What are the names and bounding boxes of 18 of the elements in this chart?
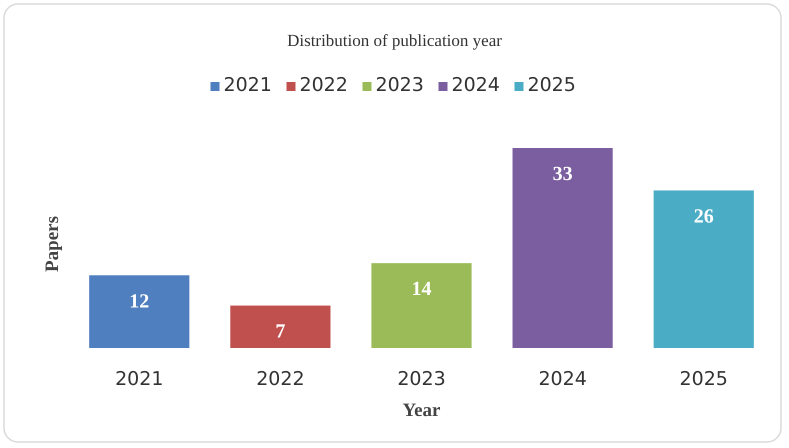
legend-label: 2021 [224, 74, 272, 96]
chart-title: Distribution of publication year [287, 31, 502, 50]
y-axis-title: Papers [42, 216, 63, 272]
data-label: 33 [552, 163, 573, 185]
x-tick-label: 2025 [680, 368, 728, 390]
data-label: 14 [412, 278, 432, 300]
x-tick-label: 2024 [538, 368, 587, 390]
legend-label: 2022 [300, 74, 348, 96]
data-label: 12 [129, 290, 150, 312]
x-axis-title: Year [402, 400, 442, 421]
data-label: 26 [694, 205, 714, 228]
legend-label: 2025 [528, 74, 576, 96]
x-tick-label: 2023 [397, 368, 446, 390]
legend-label: 2024 [452, 74, 500, 96]
legend-label: 2023 [376, 74, 424, 96]
data-label: 7 [275, 320, 286, 343]
x-tick-label: 2022 [256, 368, 305, 390]
x-tick-label: 2021 [115, 368, 164, 390]
